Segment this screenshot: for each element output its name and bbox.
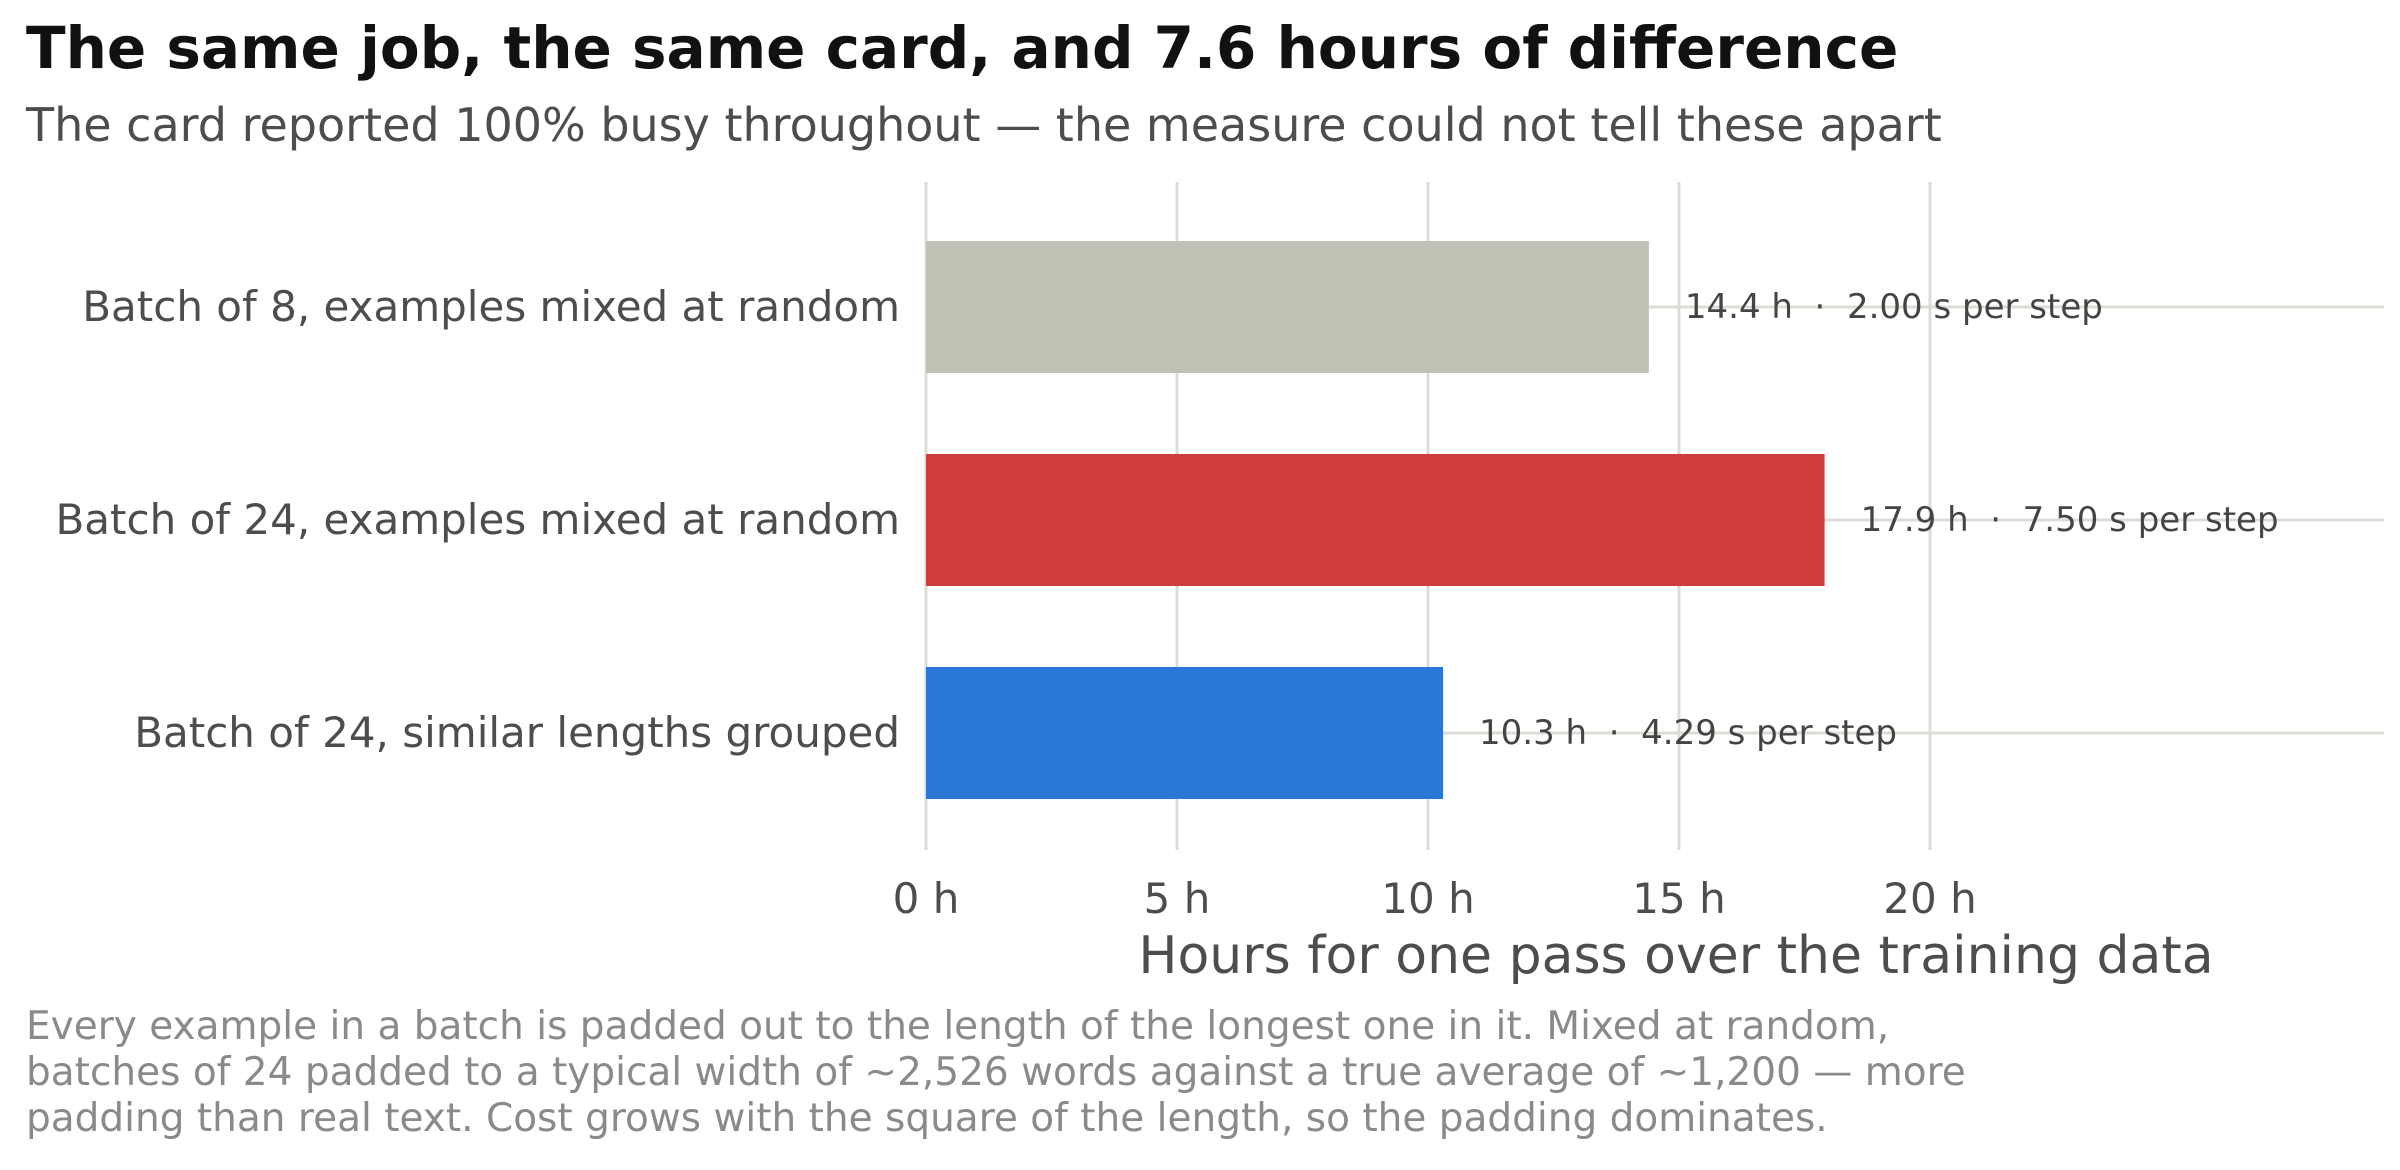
x-tick-label: 5 h [1144,874,1211,923]
x-tick-label: 10 h [1381,874,1474,923]
x-tick-label: 0 h [893,874,960,923]
footnote: Every example in a batch is padded out t… [26,1004,1966,1142]
category-label: Batch of 24, examples mixed at random [55,495,900,544]
bar-chart: Batch of 8, examples mixed at random 14.4… [55,182,2384,986]
bar [926,241,1649,373]
x-tick-label: 20 h [1883,874,1976,923]
chart-title: The same job, the same card, and 7.6 hou… [26,14,1899,82]
bar [926,454,1825,586]
x-tick-label: 15 h [1632,874,1725,923]
x-axis-title: Hours for one pass over the training dat… [1138,926,2213,986]
data-label: 17.9 h · 7.50 s per step [1861,500,2279,540]
data-label: 14.4 h · 2.00 s per step [1685,287,2103,327]
footnote-line: padding than real text. Cost grows with … [26,1096,1828,1141]
chart-subtitle: The card reported 100% busy throughout —… [26,98,1942,152]
footnote-line: Every example in a batch is padded out t… [26,1004,1890,1049]
footnote-line: batches of 24 padded to a typical width … [26,1050,1966,1095]
data-label: 10.3 h · 4.29 s per step [1479,713,1897,753]
category-label: Batch of 24, similar lengths grouped [134,708,900,757]
category-label: Batch of 8, examples mixed at random [82,282,900,331]
bar [926,667,1444,799]
